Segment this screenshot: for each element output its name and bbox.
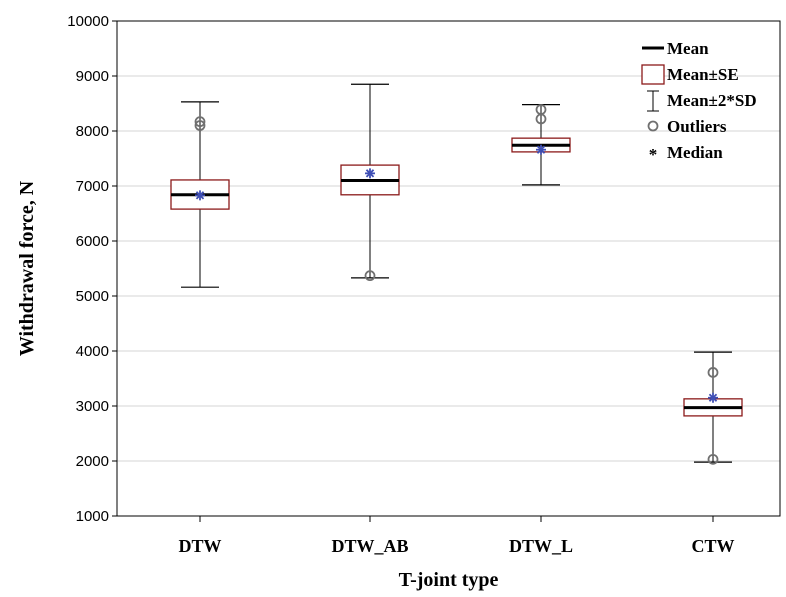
outlier-point (364, 270, 376, 282)
outlier-point (535, 104, 547, 115)
legend-item-circle: Outliers (647, 117, 727, 136)
x-axis-ticks: DTW DTW_AB DTW_L CTW (178, 516, 735, 556)
y-tick-label: 3000 (76, 398, 109, 415)
legend-median-swatch: * (649, 145, 658, 164)
median-marker (365, 168, 375, 179)
legend-item-line: Mean (642, 39, 709, 58)
median-marker (195, 190, 205, 201)
y-axis-ticks: 1000 2000 3000 4000 5000 6000 7000 8000 9000 1000… (67, 13, 117, 525)
y-axis-title: Withdrawal force, N (16, 180, 38, 356)
y-tick-label: 9000 (76, 68, 109, 85)
x-tick-label: CTW (691, 536, 734, 556)
y-tick-label: 4000 (76, 343, 109, 360)
legend-outlier-swatch (647, 120, 659, 132)
outlier-point (194, 120, 206, 131)
median-marker (536, 144, 546, 155)
x-tick-label: DTW (178, 536, 221, 556)
box-ctw (683, 351, 743, 465)
legend: Mean Mean±SE Mean±2*SD Outliers * Median (641, 39, 757, 164)
x-axis-title: T-joint type (399, 569, 499, 591)
outlier-point (194, 116, 206, 128)
median-marker (708, 392, 718, 403)
legend-item-whisker: Mean±2*SD (647, 90, 757, 112)
outlier-point (707, 367, 719, 378)
legend-se-swatch (641, 64, 665, 85)
legend-item-box: Mean±SE (641, 64, 739, 85)
legend-label: Mean (667, 39, 709, 58)
legend-label: Outliers (667, 117, 727, 136)
legend-label: Mean±2*SD (667, 91, 757, 110)
y-tick-label: 7000 (76, 178, 109, 195)
legend-label: Median (667, 143, 723, 162)
y-tick-label: 6000 (76, 233, 109, 250)
box-dtw-l (511, 103, 571, 186)
x-tick-label: DTW_L (509, 536, 573, 556)
y-tick-label: 1000 (76, 508, 109, 525)
box-dtw (170, 101, 230, 288)
y-tick-label: 8000 (76, 123, 109, 140)
y-tick-label: 5000 (76, 288, 109, 305)
legend-item-star: * Median (649, 143, 724, 164)
box-dtw-ab (340, 83, 400, 282)
legend-label: Mean±SE (667, 65, 739, 84)
y-tick-label: 2000 (76, 453, 109, 470)
plot-frame (116, 20, 781, 517)
x-tick-label: DTW_AB (331, 536, 408, 556)
boxes (170, 83, 743, 465)
y-tick-label: 10000 (67, 13, 109, 30)
outlier-point (707, 453, 719, 465)
